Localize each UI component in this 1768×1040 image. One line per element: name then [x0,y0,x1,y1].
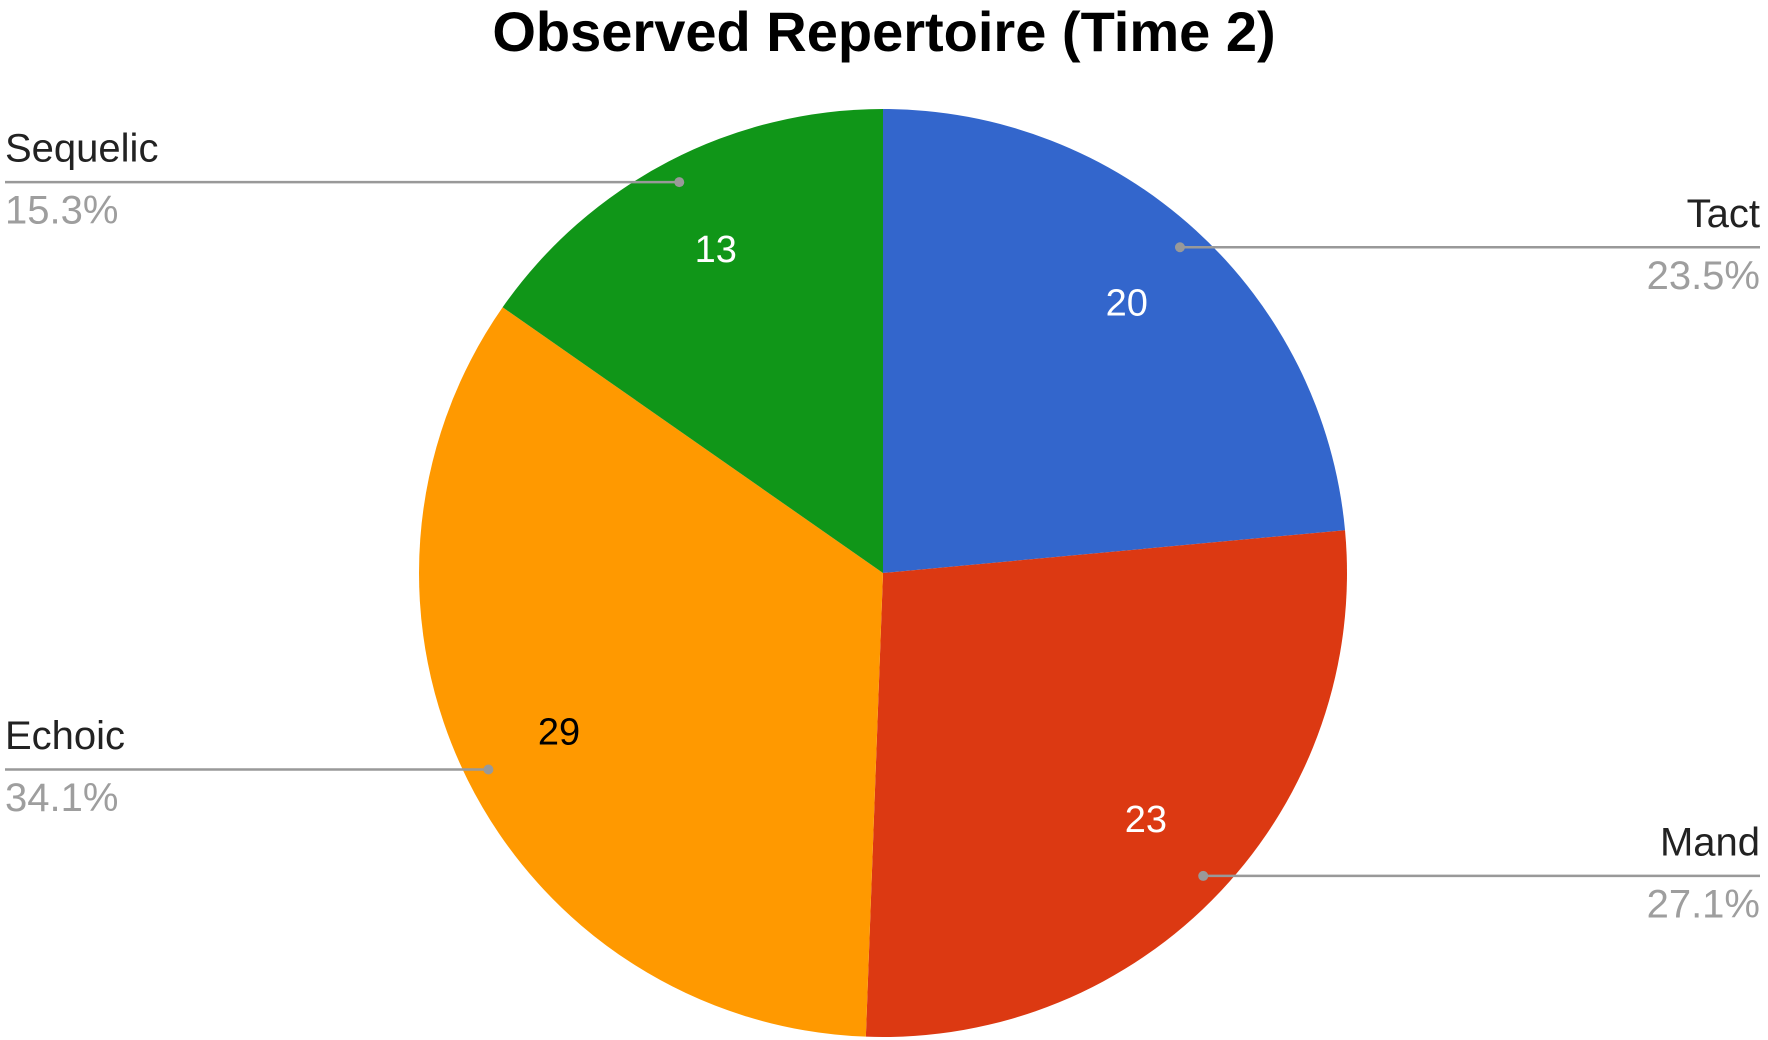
legend-label: Tact [1687,192,1760,236]
pie-slice [502,109,883,573]
pie-slice [883,109,1346,573]
leader-dot [674,177,685,188]
leader-dot [1198,870,1209,881]
leader-dot [483,764,494,775]
percent-label: 23.5% [1647,254,1760,298]
leader-dot [1174,242,1185,253]
value-label: 20 [1106,283,1148,325]
legend-label: Echoic [5,714,125,758]
legend-label: Mand [1660,820,1760,864]
pie-slice [418,307,883,1037]
value-label: 29 [538,711,580,753]
percent-label: 34.1% [5,776,118,820]
chart-title: Observed Repertoire (Time 2) [492,0,1275,63]
pie-slice [865,530,1347,1037]
percent-label: 27.1% [1647,882,1760,926]
percent-label: 15.3% [5,189,118,233]
value-label: 23 [1125,799,1167,841]
value-label: 13 [695,229,737,271]
legend-label: Sequelic [5,127,158,171]
